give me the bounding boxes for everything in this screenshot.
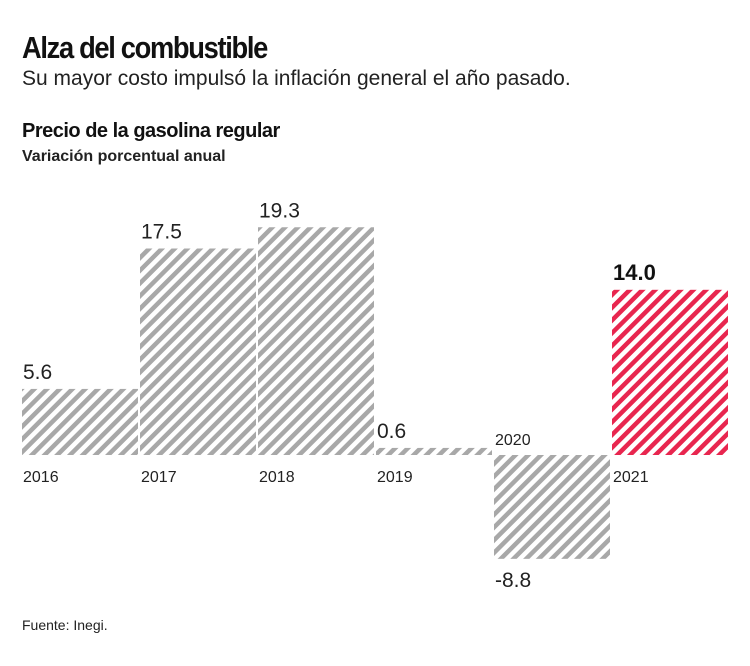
- year-label-2020: 2020: [495, 432, 531, 449]
- chart-title: Precio de la gasolina regular: [22, 120, 280, 142]
- value-label-2019: 0.6: [377, 420, 406, 443]
- headline: Alza del combustible: [22, 30, 268, 65]
- value-label-2016: 5.6: [23, 361, 52, 384]
- year-label-2016: 2016: [23, 469, 59, 486]
- value-label-2017: 17.5: [141, 221, 182, 244]
- source-note: Fuente: Inegi.: [22, 617, 108, 633]
- year-label-2019: 2019: [377, 469, 413, 486]
- value-label-2018: 19.3: [259, 199, 300, 222]
- year-label-2018: 2018: [259, 469, 295, 486]
- chart-subtitle: Variación porcentual anual: [22, 148, 226, 165]
- subheadline: Su mayor costo impulsó la inflación gene…: [22, 67, 571, 90]
- bar-2017: [140, 248, 256, 455]
- year-label-2021: 2021: [613, 469, 649, 486]
- bar-2020: [494, 455, 610, 559]
- year-label-2017: 2017: [141, 469, 177, 486]
- value-label-2020: -8.8: [495, 569, 531, 592]
- value-label-2021: 14.0: [613, 260, 656, 285]
- bar-2021: [612, 289, 728, 455]
- bar-2019: [376, 447, 492, 455]
- bar-2016: [22, 388, 138, 455]
- bar-2018: [258, 227, 374, 455]
